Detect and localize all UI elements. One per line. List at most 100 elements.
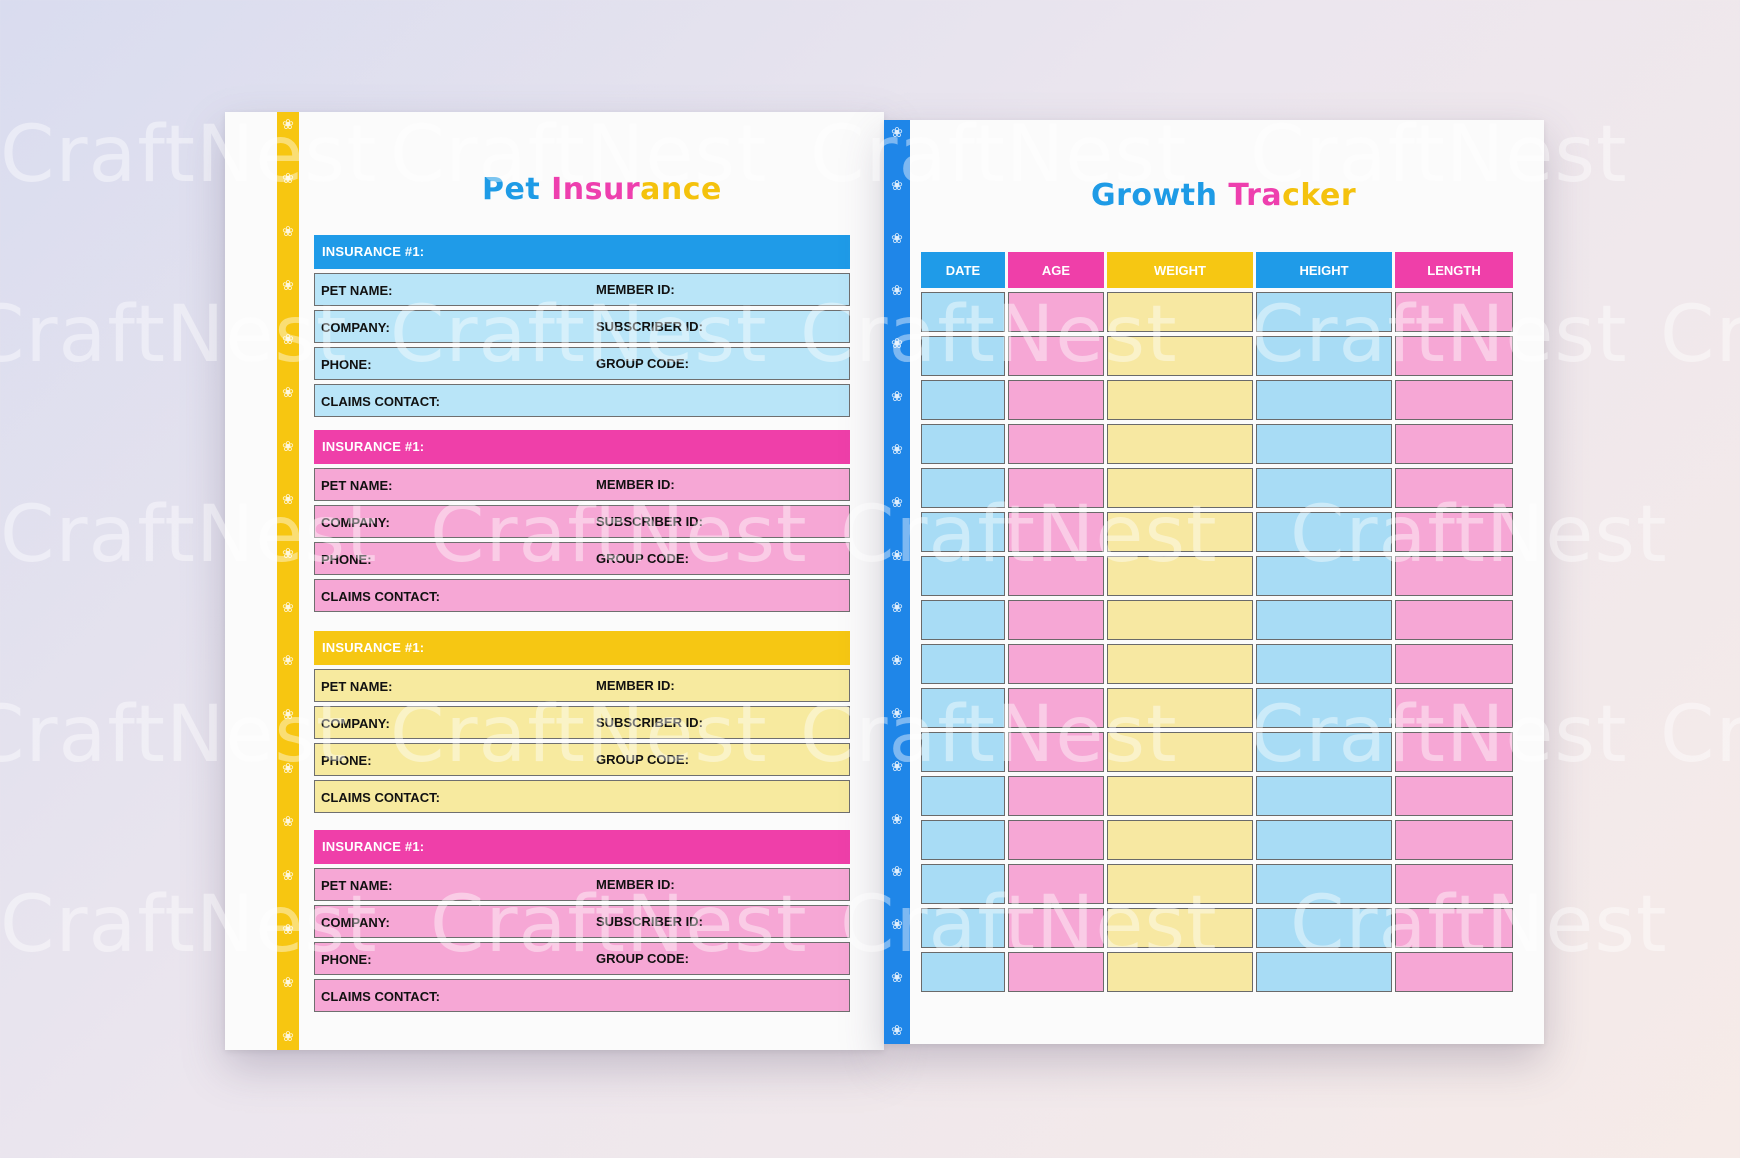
insurance-field-row[interactable]: COMPANY: SUBSCRIBER ID: bbox=[314, 905, 850, 938]
entry-cell[interactable] bbox=[1395, 864, 1513, 904]
entry-cell[interactable] bbox=[921, 468, 1005, 508]
entry-cell[interactable] bbox=[1256, 908, 1392, 948]
entry-cell[interactable] bbox=[1256, 292, 1392, 332]
entry-cell[interactable] bbox=[1395, 292, 1513, 332]
entry-cell[interactable] bbox=[1107, 512, 1253, 552]
entry-cell[interactable] bbox=[921, 380, 1005, 420]
entry-cell[interactable] bbox=[921, 732, 1005, 772]
entry-cell[interactable] bbox=[1395, 512, 1513, 552]
insurance-field-row[interactable]: CLAIMS CONTACT: bbox=[314, 579, 850, 612]
entry-cell[interactable] bbox=[1008, 864, 1104, 904]
entry-cell[interactable] bbox=[1256, 468, 1392, 508]
insurance-field-row[interactable]: COMPANY: SUBSCRIBER ID: bbox=[314, 505, 850, 538]
entry-cell[interactable] bbox=[1256, 336, 1392, 376]
entry-cell[interactable] bbox=[1107, 908, 1253, 948]
entry-cell[interactable] bbox=[1008, 336, 1104, 376]
insurance-field-row[interactable]: COMPANY: SUBSCRIBER ID: bbox=[314, 310, 850, 343]
column-header: AGE bbox=[1008, 252, 1104, 288]
entry-cell[interactable] bbox=[1008, 776, 1104, 816]
entry-cell[interactable] bbox=[1107, 952, 1253, 992]
entry-cell[interactable] bbox=[1395, 776, 1513, 816]
entry-cell[interactable] bbox=[1008, 908, 1104, 948]
insurance-field-row[interactable]: PHONE: GROUP CODE: bbox=[314, 347, 850, 380]
entry-cell[interactable] bbox=[921, 644, 1005, 684]
entry-cell[interactable] bbox=[921, 292, 1005, 332]
entry-cell[interactable] bbox=[1107, 600, 1253, 640]
entry-cell[interactable] bbox=[921, 820, 1005, 860]
entry-cell[interactable] bbox=[1256, 424, 1392, 464]
entry-cell[interactable] bbox=[921, 864, 1005, 904]
entry-cell[interactable] bbox=[1256, 644, 1392, 684]
entry-cell[interactable] bbox=[1256, 952, 1392, 992]
entry-cell[interactable] bbox=[1107, 732, 1253, 772]
insurance-field-row[interactable]: PET NAME: MEMBER ID: bbox=[314, 669, 850, 702]
entry-cell[interactable] bbox=[1395, 908, 1513, 948]
entry-cell[interactable] bbox=[1395, 732, 1513, 772]
insurance-field-row[interactable]: COMPANY: SUBSCRIBER ID: bbox=[314, 706, 850, 739]
entry-cell[interactable] bbox=[1008, 292, 1104, 332]
entry-cell[interactable] bbox=[1395, 952, 1513, 992]
entry-cell[interactable] bbox=[1256, 732, 1392, 772]
entry-cell[interactable] bbox=[1008, 952, 1104, 992]
insurance-field-row[interactable]: PET NAME: MEMBER ID: bbox=[314, 273, 850, 306]
insurance-field-row[interactable]: PET NAME: MEMBER ID: bbox=[314, 468, 850, 501]
entry-cell[interactable] bbox=[1395, 600, 1513, 640]
entry-cell[interactable] bbox=[1256, 380, 1392, 420]
insurance-field-row[interactable]: CLAIMS CONTACT: bbox=[314, 780, 850, 813]
entry-cell[interactable] bbox=[1008, 380, 1104, 420]
entry-cell[interactable] bbox=[1008, 468, 1104, 508]
insurance-field-row[interactable]: PET NAME: MEMBER ID: bbox=[314, 868, 850, 901]
entry-cell[interactable] bbox=[1107, 644, 1253, 684]
entry-cell[interactable] bbox=[921, 512, 1005, 552]
blue-paw-gutter: ❀ ❀ ❀ ❀ ❀ ❀ ❀ ❀ ❀ ❀ ❀ ❀ ❀ ❀ ❀ ❀ ❀ ❀ bbox=[884, 120, 910, 1044]
entry-cell[interactable] bbox=[1107, 820, 1253, 860]
entry-cell[interactable] bbox=[921, 952, 1005, 992]
entry-cell[interactable] bbox=[1008, 688, 1104, 728]
entry-cell[interactable] bbox=[1395, 380, 1513, 420]
entry-cell[interactable] bbox=[1107, 424, 1253, 464]
entry-cell[interactable] bbox=[1256, 776, 1392, 816]
insurance-field-row[interactable]: PHONE: GROUP CODE: bbox=[314, 542, 850, 575]
entry-cell[interactable] bbox=[1008, 600, 1104, 640]
field-label: GROUP CODE: bbox=[596, 356, 689, 371]
entry-cell[interactable] bbox=[921, 424, 1005, 464]
entry-cell[interactable] bbox=[1256, 556, 1392, 596]
insurance-field-row[interactable]: CLAIMS CONTACT: bbox=[314, 979, 850, 1012]
entry-cell[interactable] bbox=[1008, 512, 1104, 552]
entry-cell[interactable] bbox=[1107, 380, 1253, 420]
entry-cell[interactable] bbox=[1107, 776, 1253, 816]
entry-cell[interactable] bbox=[1008, 556, 1104, 596]
entry-cell[interactable] bbox=[1395, 688, 1513, 728]
entry-cell[interactable] bbox=[1107, 864, 1253, 904]
entry-cell[interactable] bbox=[1107, 468, 1253, 508]
entry-cell[interactable] bbox=[1256, 864, 1392, 904]
entry-cell[interactable] bbox=[1395, 336, 1513, 376]
entry-cell[interactable] bbox=[1395, 468, 1513, 508]
entry-cell[interactable] bbox=[1107, 556, 1253, 596]
entry-cell[interactable] bbox=[921, 600, 1005, 640]
entry-cell[interactable] bbox=[1256, 820, 1392, 860]
field-label: PHONE: bbox=[321, 753, 372, 768]
entry-cell[interactable] bbox=[1107, 688, 1253, 728]
entry-cell[interactable] bbox=[921, 336, 1005, 376]
entry-cell[interactable] bbox=[1395, 556, 1513, 596]
entry-cell[interactable] bbox=[1256, 512, 1392, 552]
insurance-field-row[interactable]: PHONE: GROUP CODE: bbox=[314, 743, 850, 776]
entry-cell[interactable] bbox=[1395, 820, 1513, 860]
entry-cell[interactable] bbox=[1395, 644, 1513, 684]
entry-cell[interactable] bbox=[921, 688, 1005, 728]
entry-cell[interactable] bbox=[1008, 732, 1104, 772]
entry-cell[interactable] bbox=[1256, 600, 1392, 640]
entry-cell[interactable] bbox=[1008, 820, 1104, 860]
entry-cell[interactable] bbox=[921, 908, 1005, 948]
entry-cell[interactable] bbox=[1008, 424, 1104, 464]
entry-cell[interactable] bbox=[1395, 424, 1513, 464]
entry-cell[interactable] bbox=[1107, 336, 1253, 376]
entry-cell[interactable] bbox=[1107, 292, 1253, 332]
entry-cell[interactable] bbox=[921, 776, 1005, 816]
entry-cell[interactable] bbox=[1256, 688, 1392, 728]
insurance-field-row[interactable]: CLAIMS CONTACT: bbox=[314, 384, 850, 417]
entry-cell[interactable] bbox=[1008, 644, 1104, 684]
entry-cell[interactable] bbox=[921, 556, 1005, 596]
insurance-field-row[interactable]: PHONE: GROUP CODE: bbox=[314, 942, 850, 975]
